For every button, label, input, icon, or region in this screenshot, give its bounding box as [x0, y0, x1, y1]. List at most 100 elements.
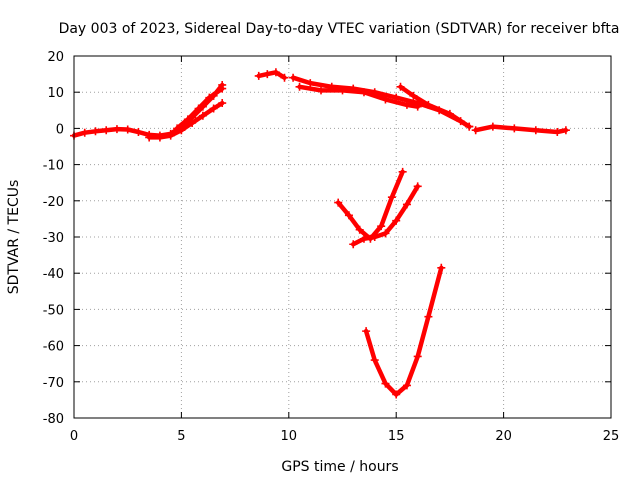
x-tick-label: 0	[70, 429, 78, 444]
x-axis-title: GPS time / hours	[281, 459, 398, 475]
x-tick-label: 15	[388, 429, 405, 444]
data-point	[402, 200, 411, 209]
series-track-9	[334, 167, 407, 243]
series-track-5	[289, 73, 474, 131]
data-point	[317, 86, 326, 95]
y-tick-label: -70	[43, 376, 64, 391]
series-track-4	[254, 68, 289, 82]
data-point	[387, 193, 396, 202]
y-tick-label: -40	[43, 267, 64, 282]
series-line	[290, 75, 472, 129]
data-point	[381, 95, 390, 104]
data-point	[166, 131, 175, 140]
data-point	[289, 73, 298, 82]
data-point	[424, 100, 433, 109]
data-point	[306, 79, 315, 88]
data-point	[205, 93, 214, 102]
data-point	[392, 390, 401, 399]
data-point	[531, 126, 540, 135]
data-point	[377, 222, 386, 231]
data-point	[295, 82, 304, 91]
data-point	[155, 133, 164, 142]
data-point	[381, 229, 390, 238]
data-point	[465, 122, 474, 131]
data-point	[402, 381, 411, 390]
y-tick-label: -50	[43, 303, 64, 318]
y-tick-label: -80	[43, 412, 64, 427]
data-point	[488, 122, 497, 131]
data-point	[271, 68, 280, 77]
data-point	[445, 109, 454, 118]
x-tick-label: 10	[281, 429, 298, 444]
data-point	[359, 88, 368, 97]
data-point	[198, 111, 207, 120]
data-point	[349, 240, 358, 249]
series-line	[363, 265, 444, 397]
series-line	[473, 124, 569, 135]
data-point	[392, 216, 401, 225]
data-point	[80, 128, 89, 137]
data-point	[359, 234, 368, 243]
series-track-7	[396, 82, 474, 131]
data-point	[413, 352, 422, 361]
data-point	[263, 70, 272, 79]
data-point	[424, 312, 433, 321]
data-point	[91, 127, 100, 136]
data-point	[218, 84, 227, 93]
axes: 0 5 10 15 20 25 20 10 0 -10 -20 -30 -40 -50 -60 -70 -80	[43, 50, 620, 444]
data-point	[280, 73, 289, 82]
data-point	[362, 327, 371, 336]
data-point	[209, 104, 218, 113]
series-track-8	[471, 122, 570, 137]
y-tick-label: -10	[43, 159, 64, 174]
y-tick-label: 10	[47, 86, 64, 101]
series-track-10	[349, 182, 422, 249]
chart-title: Day 003 of 2023, Sidereal Day-to-day VTE…	[59, 21, 620, 37]
data-point	[561, 126, 570, 135]
y-tick-label: -20	[43, 195, 64, 210]
y-tick-label: -30	[43, 231, 64, 246]
y-axis-title: SDTVAR / TECUs	[6, 180, 22, 295]
data-point	[370, 356, 379, 365]
data-point	[173, 124, 182, 133]
data-point	[402, 100, 411, 109]
data-point	[145, 133, 154, 142]
plot-area	[70, 68, 570, 399]
data-point	[413, 182, 422, 191]
data-point	[123, 125, 132, 134]
x-tick-label: 5	[177, 429, 185, 444]
x-tick-label: 25	[603, 429, 620, 444]
x-tick-label: 20	[495, 429, 512, 444]
data-point	[183, 115, 192, 124]
series-track-11	[362, 263, 446, 399]
data-point	[370, 233, 379, 241]
data-point	[188, 118, 197, 127]
data-point	[254, 71, 263, 80]
data-point	[471, 126, 480, 135]
data-point	[112, 125, 121, 134]
data-point	[338, 86, 347, 95]
data-point	[134, 128, 143, 137]
data-point	[396, 82, 405, 91]
data-point	[381, 379, 390, 388]
y-tick-label: -60	[43, 340, 64, 355]
y-tick-label: 0	[56, 122, 64, 137]
data-point	[334, 198, 343, 207]
data-point	[194, 104, 203, 113]
data-point	[398, 167, 407, 176]
data-point	[344, 211, 353, 220]
grid	[74, 56, 611, 418]
data-point	[553, 128, 562, 137]
series-line	[335, 169, 405, 242]
series-track-3	[173, 84, 227, 133]
data-point	[413, 102, 422, 111]
data-point	[409, 91, 418, 100]
data-point	[437, 263, 446, 272]
data-point	[218, 99, 227, 108]
data-point	[355, 225, 364, 234]
series-line	[256, 70, 287, 80]
data-point	[102, 126, 111, 135]
series-track-1	[70, 80, 227, 140]
series-track-6	[295, 82, 422, 111]
